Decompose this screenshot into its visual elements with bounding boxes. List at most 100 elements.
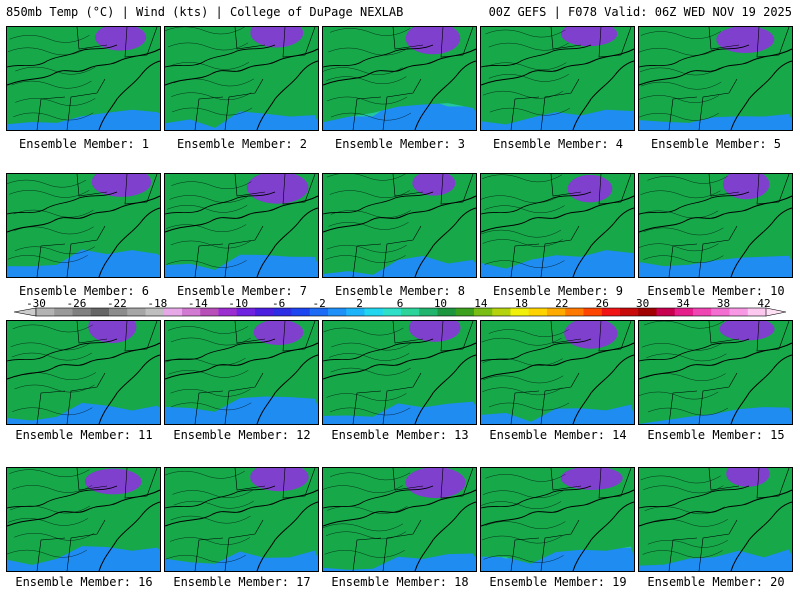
- colorbar-swatch: [474, 308, 493, 316]
- ensemble-map-image: [7, 321, 160, 424]
- ensemble-map-15: [638, 320, 793, 425]
- colorbar-tick-label: 10: [433, 297, 448, 310]
- colorbar-swatch: [273, 308, 292, 316]
- ensemble-map-image: [481, 174, 634, 277]
- ensemble-map-image: [639, 174, 792, 277]
- ensemble-member-label: Ensemble Member: 10: [647, 284, 785, 298]
- ensemble-map-image: [323, 321, 476, 424]
- ensemble-member-label: Ensemble Member: 16: [15, 575, 153, 589]
- colorbar-swatch: [510, 308, 530, 316]
- colorbar-swatch: [163, 308, 183, 316]
- ensemble-member-label: Ensemble Member: 7: [176, 284, 308, 298]
- ensemble-map-16: [6, 467, 161, 572]
- colorbar-swatch: [492, 308, 511, 316]
- ensemble-map-image: [165, 321, 318, 424]
- colorbar-swatch: [127, 308, 146, 316]
- colorbar-swatch: [145, 308, 165, 316]
- colorbar-swatch: [182, 308, 201, 316]
- ensemble-map-image: [7, 174, 160, 277]
- colorbar-swatch: [401, 308, 420, 316]
- colorbar-swatch: [218, 308, 238, 316]
- ensemble-member-label: Ensemble Member: 18: [331, 575, 469, 589]
- colorbar-tick-label: 38: [716, 297, 731, 310]
- ensemble-map-13: [322, 320, 477, 425]
- ensemble-map-image: [7, 468, 160, 571]
- colorbar-tick-label: -6: [272, 297, 286, 310]
- ensemble-member-label: Ensemble Member: 4: [492, 137, 624, 151]
- colorbar-swatch: [729, 308, 749, 316]
- ensemble-map-image: [165, 174, 318, 277]
- ensemble-map-3: [322, 26, 477, 131]
- ensemble-map-5: [638, 26, 793, 131]
- colorbar-swatch: [547, 308, 566, 316]
- ensemble-map-2: [164, 26, 319, 131]
- colorbar-swatch: [328, 308, 347, 316]
- colorbar-tick-label: 30: [636, 297, 650, 310]
- ensemble-map-image: [323, 27, 476, 130]
- ensemble-map-image: [323, 468, 476, 571]
- ensemble-member-label: Ensemble Member: 6: [18, 284, 150, 298]
- colorbar-swatch: [674, 308, 694, 316]
- colorbar-tick-label: 22: [555, 297, 569, 310]
- ensemble-map-image: [165, 468, 318, 571]
- ensemble-member-label: Ensemble Member: 2: [176, 137, 308, 151]
- colorbar-tick-label: -18: [147, 297, 168, 310]
- colorbar-tick-label: -2: [312, 297, 326, 310]
- colorbar-tick-label: -14: [187, 297, 208, 310]
- colorbar-swatch: [565, 308, 584, 316]
- ensemble-map-image: [639, 27, 792, 130]
- colorbar-swatch: [455, 308, 475, 316]
- ensemble-map-image: [7, 27, 160, 130]
- ensemble-map-18: [322, 467, 477, 572]
- colorbar-swatch: [291, 308, 311, 316]
- ensemble-map-1: [6, 26, 161, 131]
- colorbar-swatch: [419, 308, 438, 316]
- ensemble-member-label: Ensemble Member: 5: [650, 137, 782, 151]
- colorbar-swatch: [255, 308, 274, 316]
- ensemble-map-8: [322, 173, 477, 278]
- ensemble-member-label: Ensemble Member: 17: [173, 575, 311, 589]
- colorbar-swatch: [90, 308, 110, 316]
- ensemble-member-label: Ensemble Member: 20: [647, 575, 785, 589]
- ensemble-map-11: [6, 320, 161, 425]
- ensemble-member-label: Ensemble Member: 9: [492, 284, 624, 298]
- ensemble-map-9: [480, 173, 635, 278]
- colorbar-swatch: [309, 308, 329, 316]
- ensemble-member-label: Ensemble Member: 11: [15, 428, 153, 442]
- ensemble-map-10: [638, 173, 793, 278]
- colorbar-swatch: [346, 308, 365, 316]
- colorbar-swatch: [601, 308, 621, 316]
- ensemble-map-12: [164, 320, 319, 425]
- ensemble-map-20: [638, 467, 793, 572]
- colorbar-swatch: [200, 308, 219, 316]
- colorbar-tick-label: -30: [26, 297, 46, 310]
- ensemble-member-label: Ensemble Member: 1: [18, 137, 150, 151]
- ensemble-member-label: Ensemble Member: 3: [334, 137, 466, 151]
- colorbar-swatch: [382, 308, 402, 316]
- colorbar-tick-label: 14: [474, 297, 488, 310]
- colorbar-swatch: [72, 308, 92, 316]
- colorbar-swatch: [36, 308, 55, 316]
- colorbar-tick-label: -22: [106, 297, 127, 310]
- ensemble-map-image: [481, 27, 634, 130]
- colorbar-tick-label: 42: [757, 297, 771, 310]
- colorbar-swatch: [620, 308, 639, 316]
- colorbar-swatch: [693, 308, 712, 316]
- map-title: 850mb Temp (°C) | Wind (kts) | College o…: [6, 5, 404, 19]
- colorbar-swatch: [54, 308, 73, 316]
- colorbar-swatch: [656, 308, 676, 316]
- ensemble-map-image: [481, 468, 634, 571]
- colorbar-swatch: [583, 308, 603, 316]
- ensemble-map-17: [164, 467, 319, 572]
- ensemble-map-19: [480, 467, 635, 572]
- colorbar-swatch: [528, 308, 548, 316]
- run-valid-time: 00Z GEFS | F078 Valid: 06Z WED NOV 19 20…: [488, 5, 792, 19]
- ensemble-map-image: [323, 174, 476, 277]
- ensemble-map-image: [165, 27, 318, 130]
- ensemble-member-label: Ensemble Member: 14: [489, 428, 627, 442]
- colorbar-tick-label: -10: [228, 297, 249, 310]
- ensemble-member-label: Ensemble Member: 13: [331, 428, 469, 442]
- colorbar-swatch: [711, 308, 730, 316]
- ensemble-map-image: [639, 321, 792, 424]
- colorbar-swatch: [437, 308, 457, 316]
